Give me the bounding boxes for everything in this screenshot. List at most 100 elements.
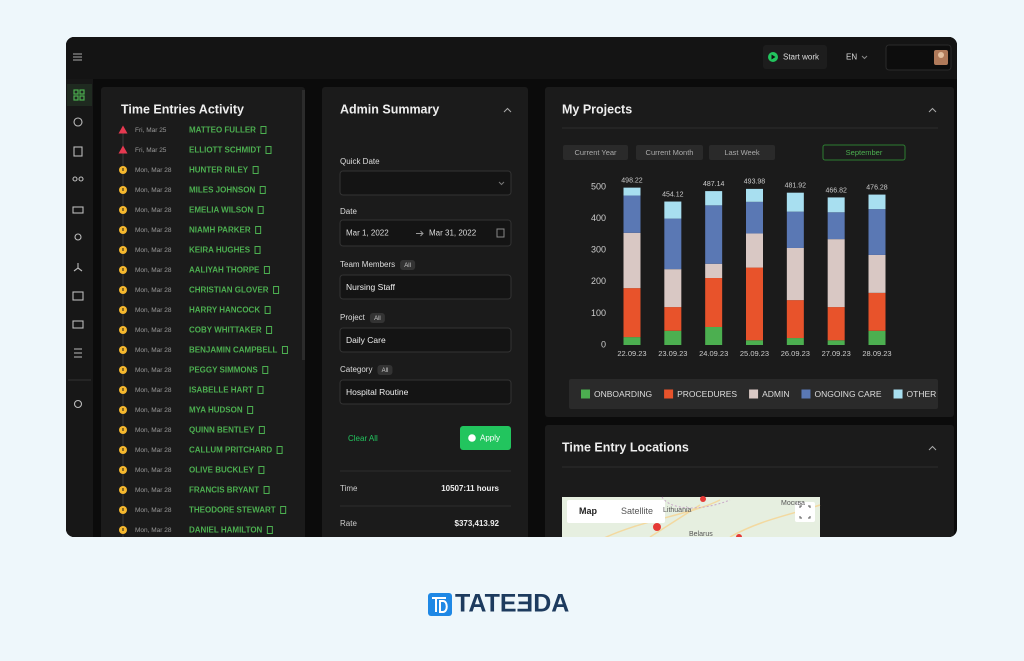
filter-label: September	[846, 148, 883, 157]
collapse-chevron[interactable]	[928, 445, 937, 451]
entry-name[interactable]: THEODORE STEWART	[189, 506, 276, 515]
map-place: Lithuania	[663, 507, 692, 514]
map-button[interactable]: Map	[579, 506, 598, 516]
legend-label[interactable]: ADMIN	[762, 389, 789, 399]
y-tick-label: 500	[591, 181, 606, 191]
entry-name[interactable]: DANIEL HAMILTON	[189, 526, 263, 535]
filter-button[interactable]	[636, 145, 703, 160]
bar-segment	[786, 211, 804, 248]
doc-icon	[280, 506, 287, 514]
entry-name[interactable]: CALLUM PRITCHARD	[189, 446, 272, 455]
map-pin[interactable]	[736, 534, 742, 540]
entry-date: Mon, Mar 28	[135, 247, 172, 254]
legend-label[interactable]: PROCEDURES	[677, 389, 737, 399]
total-label: 466.82	[825, 187, 847, 194]
entry-name[interactable]: FRANCIS BRYANT	[189, 486, 259, 495]
sidebar	[66, 79, 93, 537]
field-value: Hospital Routine	[346, 387, 409, 397]
entry-name[interactable]: MATTEO FULLER	[189, 126, 256, 135]
entry-name[interactable]: AALIYAH THORPE	[189, 266, 260, 275]
doc-icon	[259, 186, 266, 194]
bar-segment	[664, 218, 682, 270]
y-tick-label: 300	[591, 245, 606, 255]
menu-icon[interactable]	[73, 53, 82, 61]
map-pin[interactable]	[700, 496, 706, 502]
total-label: 481.92	[785, 183, 807, 190]
field-value: Daily Care	[346, 335, 386, 345]
entry-name[interactable]: QUINN BENTLEY	[189, 426, 255, 435]
dashboard-icon[interactable]	[73, 89, 85, 101]
entry-name[interactable]: PEGGY SIMMONS	[189, 366, 258, 375]
entry-name[interactable]: NIAMH PARKER	[189, 226, 251, 235]
map-pin[interactable]	[653, 523, 661, 531]
collapse-chevron[interactable]	[503, 107, 512, 113]
bar-segment	[746, 340, 763, 345]
legend-label[interactable]: ONBOARDING	[594, 389, 652, 399]
apply-button[interactable]	[460, 426, 511, 450]
field-input[interactable]	[339, 327, 512, 353]
sidebar-icons[interactable]	[72, 117, 84, 409]
entry-name[interactable]: ELLIOTT SCHMIDT	[189, 146, 261, 155]
bar-segment	[868, 194, 886, 210]
stat-label: Rate	[340, 519, 357, 528]
language[interactable]: EN	[846, 53, 857, 62]
bar-segment	[664, 307, 682, 331]
entry-date: Mon, Mar 28	[135, 387, 172, 394]
bar-segment	[705, 278, 723, 327]
entry-name[interactable]: CHRISTIAN GLOVER	[189, 286, 269, 295]
satellite-button[interactable]: Satellite	[621, 506, 653, 516]
doc-icon	[262, 366, 269, 374]
bar-segment	[827, 212, 845, 240]
bar-segment	[746, 188, 763, 202]
clear-button[interactable]: Clear All	[348, 434, 378, 443]
date-range[interactable]	[339, 219, 512, 247]
quick-date-select[interactable]	[339, 170, 512, 196]
entry-date: Mon, Mar 28	[135, 287, 172, 294]
start-work-button[interactable]	[763, 45, 827, 69]
doc-icon	[273, 286, 280, 294]
entry-name[interactable]: OLIVE BUCKLEY	[189, 466, 255, 475]
entry-name[interactable]: MYA HUDSON	[189, 406, 243, 415]
entry-name[interactable]: HUNTER RILEY	[189, 166, 249, 175]
entry-name[interactable]: HARRY HANCOCK	[189, 306, 260, 315]
entry-date: Mon, Mar 28	[135, 367, 172, 374]
entry-name[interactable]: ISABELLE HART	[189, 386, 253, 395]
entry-name[interactable]: BENJAMIN CAMPBELL	[189, 346, 278, 355]
language-chevron	[861, 55, 868, 60]
bar-segment	[623, 288, 641, 338]
entry-name[interactable]: KEIRA HUGHES	[189, 246, 251, 255]
collapse-chevron[interactable]	[928, 107, 937, 113]
field-input[interactable]	[339, 274, 512, 300]
bar-segment	[786, 247, 804, 301]
doc-icon	[255, 226, 262, 234]
entry-date: Fri, Mar 25	[135, 127, 167, 134]
bar-segment	[827, 239, 845, 308]
doc-icon	[266, 326, 273, 334]
filter-button[interactable]	[709, 145, 775, 160]
legend-label[interactable]: ONGOING CARE	[814, 389, 881, 399]
doc-icon	[264, 306, 271, 314]
bar-segment	[746, 267, 763, 341]
total-label: 487.14	[703, 181, 725, 188]
map-place: Москва	[781, 500, 805, 507]
y-tick-label: 400	[591, 213, 606, 223]
filter-label: Current Year	[574, 148, 617, 157]
map-type-control	[567, 500, 665, 523]
filter-button[interactable]	[563, 145, 628, 160]
entry-date: Mon, Mar 28	[135, 167, 172, 174]
logo-glyph	[432, 597, 448, 613]
entry-name[interactable]: COBY WHITTAKER	[189, 326, 262, 335]
play-glyph	[771, 54, 776, 60]
field-input[interactable]	[339, 379, 512, 405]
field-label: Team Members	[340, 260, 395, 269]
legend-label[interactable]: OTHER	[907, 389, 937, 399]
filter-button[interactable]	[822, 144, 906, 161]
bar-segment	[664, 330, 682, 345]
panel-title: My Projects	[562, 102, 632, 116]
entry-name[interactable]: MILES JOHNSON	[189, 186, 255, 195]
doc-icon	[254, 246, 261, 254]
filter-label: Last Week	[724, 148, 760, 157]
entry-name[interactable]: EMELIA WILSON	[189, 206, 253, 215]
x-tick-label: 26.09.23	[781, 349, 810, 358]
entry-date: Mon, Mar 28	[135, 267, 172, 274]
